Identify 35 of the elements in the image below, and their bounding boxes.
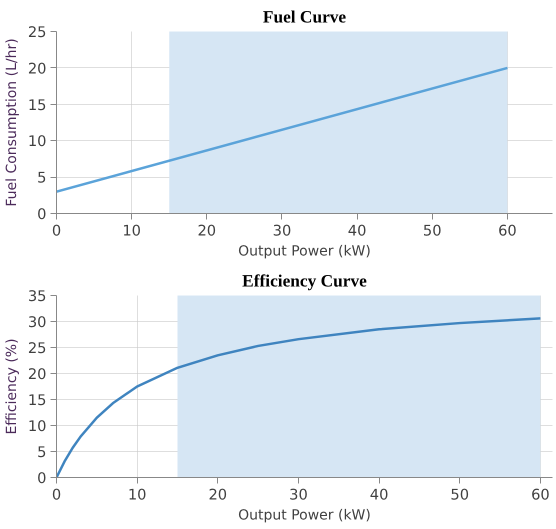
x-axis-title: Output Power (kW) bbox=[238, 508, 371, 524]
x-tick-label: 50 bbox=[422, 222, 442, 240]
y-tick-label: 15 bbox=[28, 96, 47, 114]
y-tick-label: 15 bbox=[28, 392, 47, 409]
y-tick-label: 25 bbox=[28, 340, 47, 357]
y-tick-label: 10 bbox=[28, 418, 47, 435]
y-tick-label: 20 bbox=[28, 366, 47, 383]
y-axis-title: Fuel Consumption (L/hr) bbox=[4, 38, 20, 207]
x-tick-label: 10 bbox=[128, 486, 146, 504]
y-axis-title: Efficiency (%) bbox=[4, 338, 20, 435]
y-tick-label: 5 bbox=[37, 170, 47, 187]
x-tick-label: 60 bbox=[498, 222, 517, 240]
x-tick-label: 60 bbox=[531, 486, 550, 504]
x-tick-label: 30 bbox=[272, 222, 292, 240]
x-tick-label: 0 bbox=[52, 486, 62, 504]
x-tick-label: 40 bbox=[370, 486, 388, 504]
x-tick-label: 0 bbox=[52, 222, 62, 240]
line-series bbox=[56, 317, 542, 478]
x-tick-label: 50 bbox=[450, 486, 470, 504]
y-tick-label: 5 bbox=[37, 444, 47, 461]
y-tick-label: 30 bbox=[28, 314, 47, 331]
y-tick-label: 20 bbox=[28, 60, 47, 78]
x-axis-title: Output Power (kW) bbox=[238, 244, 371, 260]
y-tick-label: 25 bbox=[28, 24, 47, 41]
y-tick-label: 0 bbox=[37, 470, 47, 487]
chart-title: Efficiency Curve bbox=[242, 272, 368, 290]
x-tick-label: 30 bbox=[289, 486, 308, 504]
y-tick-label: 10 bbox=[28, 133, 47, 150]
x-tick-label: 20 bbox=[208, 486, 228, 504]
x-tick-label: 20 bbox=[197, 222, 216, 240]
x-tick-label: 10 bbox=[122, 222, 141, 240]
chart-title: Fuel Curve bbox=[262, 8, 346, 26]
x-tick-label: 40 bbox=[348, 222, 366, 240]
y-tick-label: 0 bbox=[37, 206, 47, 223]
y-tick-label: 35 bbox=[28, 288, 47, 305]
